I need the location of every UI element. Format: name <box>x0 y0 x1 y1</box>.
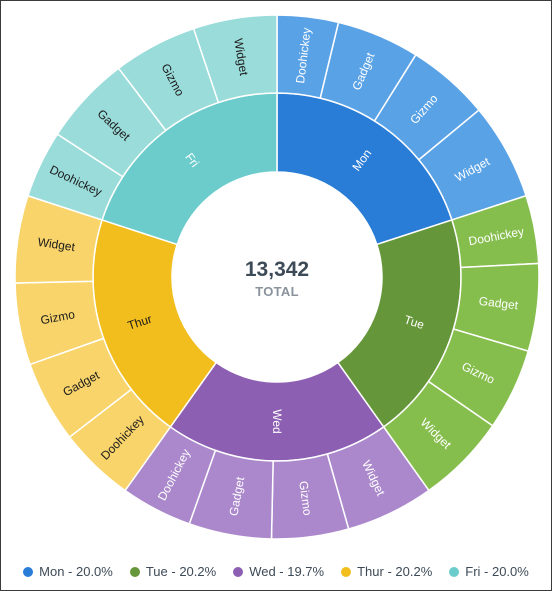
legend: Mon - 20.0% Tue - 20.2% Wed - 19.7% Thur - … <box>1 564 551 579</box>
product-label-thur-widget: Widget <box>37 235 77 254</box>
legend-label: Mon - 20.0% <box>39 564 113 579</box>
legend-dot-icon <box>129 566 140 577</box>
legend-item-tue[interactable]: Tue - 20.2% <box>129 564 217 579</box>
product-label-mon-doohickey: Doohickey <box>293 27 314 84</box>
product-label-fri-widget: Widget <box>231 37 251 77</box>
product-label-thur-gizmo: Gizmo <box>39 307 76 327</box>
total-value: 13,342 <box>245 258 309 281</box>
legend-label: Wed - 19.7% <box>249 564 325 579</box>
legend-item-mon[interactable]: Mon - 20.0% <box>23 564 113 579</box>
product-label-wed-gizmo: Gizmo <box>296 480 314 516</box>
legend-label: Fri - 20.0% <box>465 564 529 579</box>
day-label-wed: Wed <box>270 409 284 433</box>
day-label-fri: Fri <box>182 150 202 170</box>
legend-item-fri[interactable]: Fri - 20.0% <box>449 564 529 579</box>
total-label: TOTAL <box>255 284 299 299</box>
day-label-tue: Tue <box>402 312 426 332</box>
legend-label: Thur - 20.2% <box>357 564 433 579</box>
legend-label: Tue - 20.2% <box>145 564 217 579</box>
legend-item-wed[interactable]: Wed - 19.7% <box>233 564 324 579</box>
legend-dot-icon <box>449 566 460 577</box>
legend-dot-icon <box>341 566 352 577</box>
legend-dot-icon <box>233 566 244 577</box>
product-label-tue-gadget: Gadget <box>478 294 519 313</box>
legend-item-thur[interactable]: Thur - 20.2% <box>341 564 432 579</box>
legend-dot-icon <box>23 566 34 577</box>
product-segment-fri-widget[interactable] <box>192 14 278 104</box>
